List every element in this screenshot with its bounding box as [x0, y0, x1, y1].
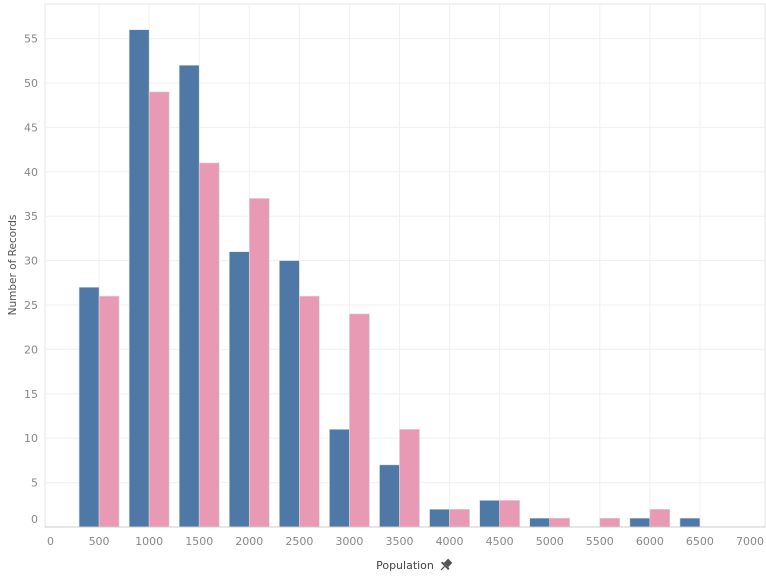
x-tick-label: 4000 [436, 535, 464, 548]
bar-series2-500 [98, 295, 120, 528]
x-tick-label: 1000 [135, 535, 163, 548]
x-tick-label: 3000 [335, 535, 363, 548]
y-tick-label: 50 [24, 77, 38, 90]
bar-series2-6000 [649, 508, 671, 528]
pin-icon[interactable] [438, 557, 454, 573]
bar-series2-2500 [299, 295, 320, 528]
y-tick-label: 15 [24, 388, 38, 401]
x-tick-label: 500 [89, 535, 110, 548]
bar-series1-2500 [279, 260, 300, 528]
y-tick-label: 5 [31, 477, 38, 490]
x-tick-label: 4500 [486, 535, 514, 548]
x-tick-label: 1500 [185, 535, 213, 548]
bar-series2-1000 [148, 91, 170, 528]
y-tick-label: 30 [24, 255, 38, 268]
y-tick-label: 40 [24, 166, 38, 179]
y-tick-label: 25 [24, 299, 38, 312]
y-axis-title: Number of Records [7, 215, 19, 316]
y-tick-label: 0 [31, 513, 38, 526]
y-tick-label: 20 [24, 343, 38, 356]
x-tick-label: 5000 [536, 535, 564, 548]
bars [78, 29, 701, 528]
x-axis-title[interactable]: Population [376, 559, 434, 572]
x-tick-label: 5500 [586, 535, 614, 548]
x-tick-label: 3500 [386, 535, 414, 548]
bar-series1-6500 [679, 517, 701, 528]
bar-series1-1000 [128, 29, 150, 528]
y-tick-label: 35 [24, 210, 38, 223]
bar-series1-3000 [329, 429, 350, 528]
bar-series1-4000 [429, 508, 450, 528]
x-tick-label: 2000 [235, 535, 263, 548]
x-tick-label: 7000 [736, 535, 764, 548]
y-axis: 0 5 10 15 20 25 30 35 40 45 50 55 [24, 33, 38, 526]
bar-series1-3500 [379, 464, 400, 528]
x-tick-label: 0 [47, 535, 54, 548]
bar-series2-4000 [449, 508, 470, 528]
x-axis: 0 500 1000 1500 2000 2500 3000 3500 4000 4500 5000… [47, 535, 764, 548]
bar-series2-1500 [198, 162, 220, 528]
bar-series2-4500 [499, 500, 520, 528]
bar-series1-1500 [178, 64, 200, 528]
y-tick-label: 55 [24, 33, 38, 46]
bar-series1-2000 [228, 251, 250, 528]
bar-series2-2000 [248, 198, 270, 528]
x-tick-label: 6000 [636, 535, 664, 548]
y-tick-label: 45 [24, 121, 38, 134]
x-tick-label: 6500 [686, 535, 714, 548]
y-tick-label: 10 [24, 432, 38, 445]
bar-series1-500 [78, 286, 100, 528]
bar-series1-4500 [479, 500, 500, 528]
bar-series2-5000 [549, 517, 571, 528]
bar-series1-5000 [529, 517, 551, 528]
x-tick-label: 2500 [285, 535, 313, 548]
bar-series1-6000 [629, 517, 651, 528]
bar-series2-5500 [599, 517, 621, 528]
bar-series2-3000 [349, 313, 370, 528]
bar-series2-3500 [399, 429, 420, 528]
